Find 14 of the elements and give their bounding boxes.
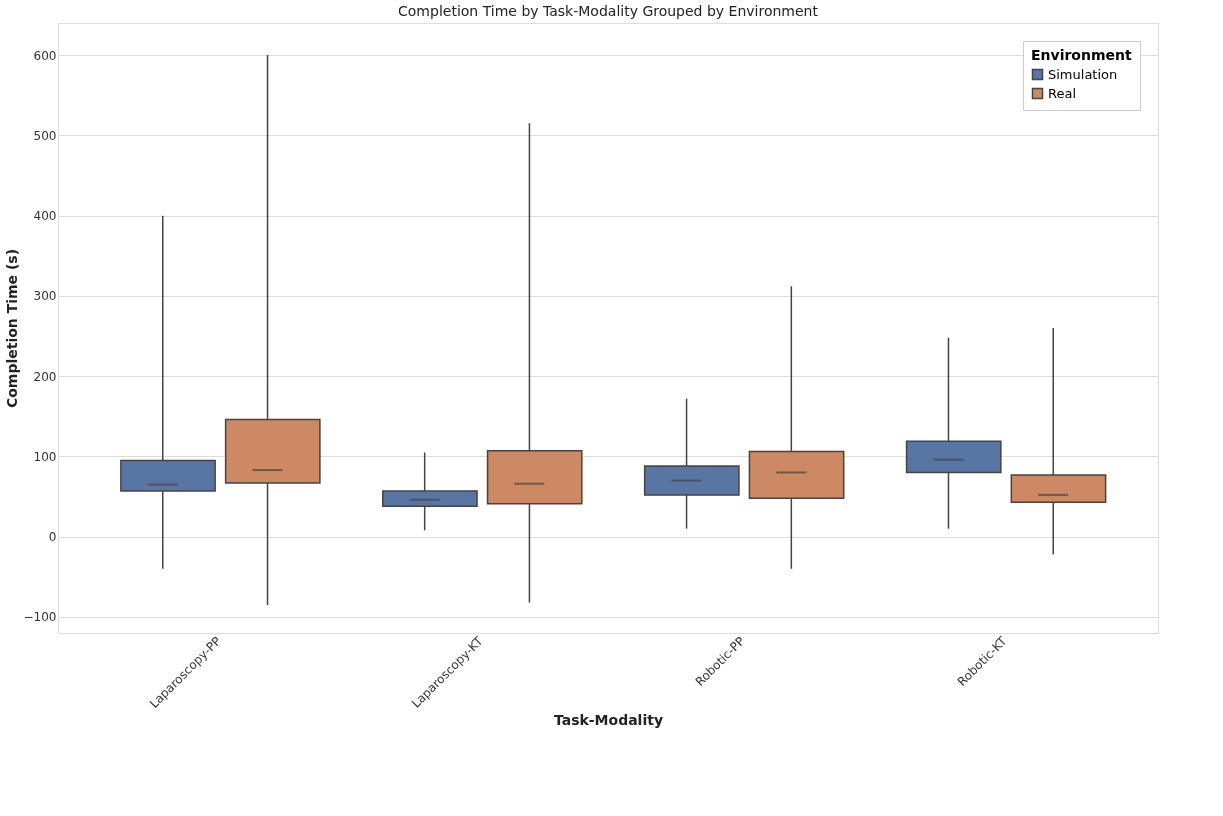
- y-tick-label: 200: [33, 369, 57, 384]
- y-tick-label: 100: [33, 449, 57, 464]
- legend-label: Simulation: [1048, 66, 1118, 82]
- legend-label: Real: [1048, 85, 1077, 101]
- x-axis-title: Task-Modality: [553, 712, 664, 729]
- y-tick-label: 0: [48, 530, 57, 545]
- y-tick-label: 600: [33, 48, 57, 63]
- chart-title: Completion Time by Task-Modality Grouped by Environment: [398, 3, 819, 19]
- y-axis-title: Completion Time (s): [3, 248, 20, 409]
- legend-title: Environment: [1031, 47, 1132, 63]
- y-tick-label: 400: [33, 209, 57, 224]
- y-tick-label: 300: [33, 289, 57, 304]
- y-tick-label: 500: [33, 128, 57, 143]
- y-tick-label: −100: [23, 610, 57, 625]
